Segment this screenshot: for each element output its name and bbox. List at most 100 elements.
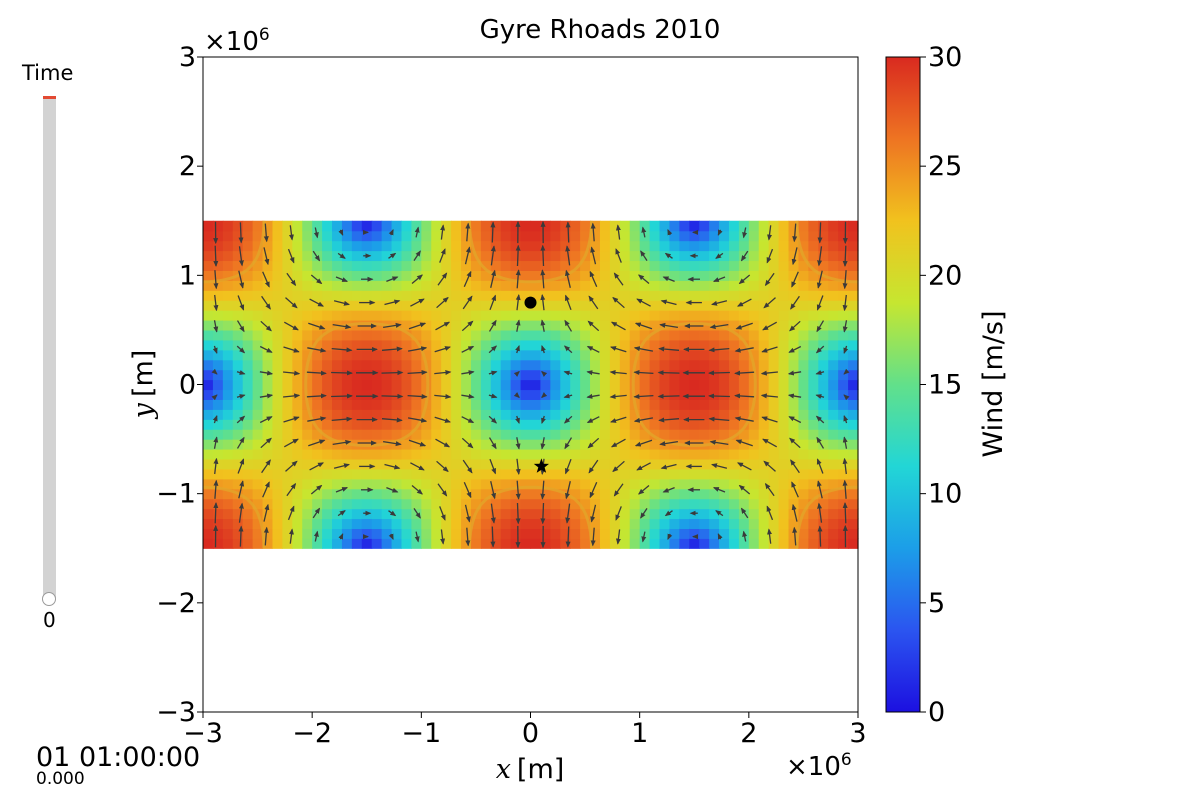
field-cell	[619, 538, 631, 549]
field-cell	[461, 498, 472, 510]
wind-arrow	[310, 484, 323, 495]
field-cell	[818, 458, 829, 470]
wind-arrow	[563, 345, 573, 354]
field-cell	[659, 359, 671, 371]
field-cell	[738, 488, 750, 500]
field-cell	[203, 290, 214, 301]
field-cell	[798, 449, 809, 460]
wind-arrow	[238, 222, 244, 244]
field-cell	[748, 478, 760, 490]
field-cell	[302, 379, 313, 391]
wind-arrow	[641, 531, 647, 543]
field-cell	[371, 528, 383, 539]
field-cell	[728, 240, 740, 252]
time-slider-track[interactable]	[43, 96, 56, 600]
field-cell	[391, 359, 403, 371]
field-cell	[609, 399, 621, 410]
field-cell	[590, 409, 601, 420]
field-cell	[282, 329, 293, 341]
wind-arrow	[609, 394, 627, 399]
wind-arrow	[612, 296, 625, 309]
field-cell	[262, 230, 274, 242]
field-cell	[302, 449, 313, 460]
field-cell	[371, 419, 383, 430]
field-cell	[838, 538, 849, 549]
field-cell	[530, 310, 542, 321]
wind-arrow	[236, 345, 246, 354]
field-cell	[381, 429, 393, 440]
field-cell	[381, 518, 393, 529]
wind-arrow	[615, 506, 622, 521]
start-marker	[524, 296, 537, 309]
field-cell	[322, 300, 333, 311]
field-cell	[371, 270, 383, 281]
wind-arrow	[613, 483, 624, 497]
field-cell	[421, 409, 432, 420]
field-cell	[599, 230, 611, 242]
field-cell	[262, 518, 274, 529]
field-cell	[232, 439, 244, 450]
field-cell	[848, 409, 859, 420]
wind-arrow	[338, 229, 344, 236]
field-cell	[510, 339, 522, 351]
field-cell	[500, 468, 512, 480]
field-cell	[530, 250, 542, 262]
field-cell	[401, 478, 412, 490]
field-cell	[480, 449, 492, 460]
field-cell	[490, 508, 502, 520]
wind-arrow	[335, 276, 349, 283]
wind-arrow	[213, 270, 219, 290]
field-cell	[292, 498, 303, 510]
field-cell	[659, 488, 671, 500]
field-cell	[848, 220, 859, 232]
field-cell	[421, 329, 432, 341]
field-cell	[510, 419, 522, 430]
field-cell	[649, 290, 661, 301]
field-cell	[639, 538, 651, 549]
field-cell	[808, 359, 819, 371]
field-cell	[728, 230, 740, 242]
field-cell	[203, 280, 214, 291]
field-cell	[699, 349, 710, 361]
field-cell	[689, 240, 700, 252]
field-cell	[689, 230, 700, 242]
time-slider-fill	[43, 96, 56, 99]
field-cell	[808, 329, 819, 341]
field-cell	[332, 339, 343, 351]
field-cell	[659, 369, 671, 381]
field-cell	[490, 260, 502, 271]
field-cell	[272, 290, 283, 301]
field-cell	[550, 300, 561, 311]
field-cell	[302, 349, 313, 361]
field-cell	[748, 449, 760, 460]
field-cell	[788, 439, 800, 450]
field-cell	[510, 379, 522, 391]
field-cell	[669, 419, 680, 430]
field-cell	[748, 280, 760, 291]
field-cell	[669, 310, 680, 321]
field-cell	[480, 329, 492, 341]
wind-arrow	[816, 270, 823, 289]
x-axis-ticks: −3 −2 −1 0 1 2 3	[183, 712, 867, 749]
field-cell	[451, 458, 462, 470]
field-cell	[758, 518, 770, 529]
field-cell	[381, 359, 393, 371]
field-cell	[312, 498, 323, 510]
field-cell	[470, 379, 482, 391]
time-slider-handle[interactable]	[42, 592, 56, 606]
field-cell	[659, 389, 671, 400]
field-cell	[262, 240, 274, 252]
field-cell	[838, 339, 849, 351]
field-cell	[649, 339, 661, 351]
field-cell	[689, 538, 700, 549]
wind-arrow	[843, 415, 849, 424]
field-cell	[322, 359, 333, 371]
field-cell	[748, 230, 760, 242]
field-cell	[451, 270, 462, 281]
field-cell	[728, 508, 740, 520]
x-tick-label: 0	[522, 718, 539, 749]
field-cell	[560, 339, 571, 351]
field-cell	[689, 280, 700, 291]
field-cell	[341, 389, 353, 400]
field-cell	[540, 260, 551, 271]
